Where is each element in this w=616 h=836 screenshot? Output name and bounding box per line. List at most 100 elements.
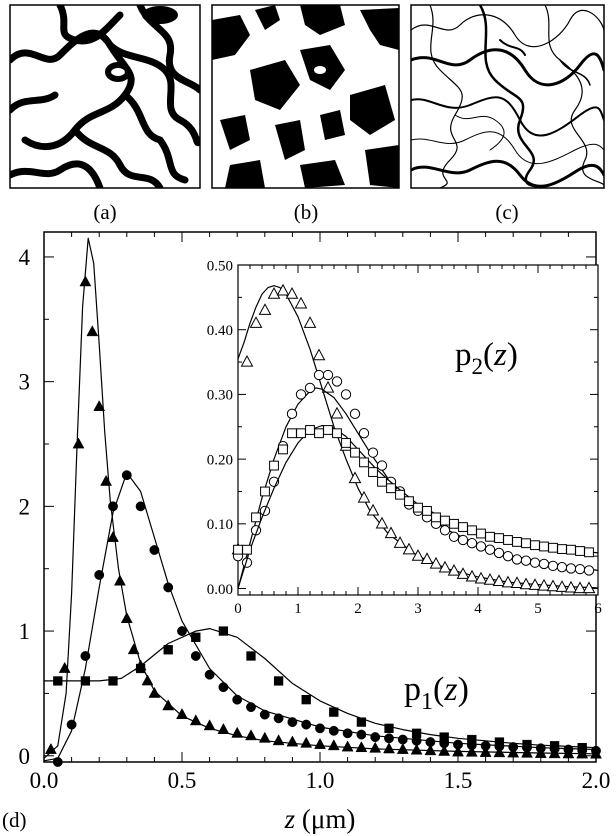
data-point	[431, 512, 441, 523]
data-point	[510, 576, 524, 588]
data-point	[393, 536, 407, 548]
data-point	[440, 515, 450, 526]
data-point	[367, 447, 379, 458]
data-point	[189, 714, 202, 726]
series-square-filled	[44, 626, 597, 753]
data-point	[44, 742, 57, 754]
data-point	[368, 467, 378, 477]
data-point	[535, 743, 546, 754]
data-point	[549, 741, 560, 751]
data-point	[404, 496, 414, 507]
data-point	[557, 544, 567, 554]
data-point	[312, 348, 326, 361]
data-point	[448, 531, 460, 542]
main-annotation-open: (	[433, 671, 444, 708]
data-point	[330, 406, 344, 419]
main-annotation-sub: 1	[421, 689, 433, 715]
data-point	[240, 354, 254, 367]
data-point	[245, 729, 257, 741]
data-point	[395, 489, 405, 500]
data-point	[303, 316, 317, 328]
panel-label-d: (d)	[2, 808, 27, 832]
data-point	[453, 739, 463, 750]
data-point	[269, 460, 279, 471]
data-point	[520, 555, 532, 566]
x-tick-label: 3	[414, 601, 422, 617]
data-point	[519, 577, 533, 590]
data-point	[483, 573, 497, 585]
data-point	[329, 707, 339, 717]
data-point	[66, 719, 77, 730]
data-point	[538, 558, 550, 570]
data-point	[457, 534, 469, 546]
data-point	[341, 740, 354, 752]
data-point	[328, 725, 339, 736]
data-point	[233, 544, 243, 555]
data-point	[583, 565, 595, 576]
data-point	[249, 316, 263, 328]
data-point	[584, 547, 594, 558]
data-point	[511, 554, 523, 565]
data-point	[305, 425, 315, 435]
panel-label-c: (c)	[495, 200, 518, 224]
data-point	[285, 287, 299, 299]
pattern-panel-a	[9, 4, 201, 189]
data-point	[396, 742, 409, 754]
data-point	[456, 567, 470, 579]
data-point	[276, 283, 290, 296]
data-point	[376, 460, 388, 471]
pattern-panel-b	[211, 4, 400, 189]
data-point	[479, 745, 492, 757]
data-point	[218, 626, 229, 636]
x-tick-label: 0.5	[168, 768, 197, 793]
x-tick-label: 5	[534, 601, 542, 617]
data-point	[574, 563, 586, 575]
data-point	[565, 563, 577, 574]
data-point	[370, 732, 381, 742]
data-point	[176, 708, 188, 719]
data-point	[177, 626, 187, 636]
series-triangle-filled	[43, 237, 602, 759]
data-point	[555, 580, 569, 592]
main-axes: 0.0 0.5 1.0 1.5 2.0 0 1 2 3 4	[19, 232, 610, 793]
data-point	[232, 694, 243, 705]
data-point	[411, 728, 422, 738]
data-point	[422, 505, 432, 516]
y-tick-label: 0.20	[207, 452, 233, 468]
data-point	[217, 723, 230, 734]
data-point	[315, 723, 325, 734]
fit-curve	[43, 237, 597, 759]
data-point	[278, 444, 288, 455]
data-point	[260, 486, 270, 497]
data-point	[287, 717, 298, 728]
data-point	[494, 737, 505, 747]
inset-axes: 0 1 2 3 4 5 6 0.00 0.10 0.20 0.30 0.40 0.50	[207, 258, 603, 617]
data-point	[447, 563, 461, 576]
inset-chart: 0 1 2 3 4 5 60.000.100.200.300.400.50 p2(z)	[207, 258, 603, 617]
data-point	[494, 533, 504, 543]
data-point	[458, 522, 468, 532]
data-point	[410, 743, 423, 755]
main-xlabel-symbol: z	[284, 804, 296, 834]
data-point	[546, 579, 560, 592]
y-tick-label: 2	[19, 494, 31, 519]
y-tick-label: 0.50	[207, 258, 233, 274]
data-point	[377, 476, 387, 487]
data-point	[342, 728, 353, 739]
data-point	[259, 709, 270, 720]
data-point	[564, 580, 578, 593]
data-point	[120, 612, 133, 623]
data-point	[331, 376, 343, 387]
data-point	[413, 502, 423, 513]
data-point	[242, 544, 252, 555]
data-point	[386, 483, 396, 494]
data-point	[300, 736, 313, 748]
data-point	[100, 474, 113, 486]
data-point	[384, 526, 398, 539]
data-point	[439, 525, 451, 536]
data-point	[127, 643, 140, 655]
data-point	[340, 389, 352, 400]
data-point	[53, 676, 63, 686]
